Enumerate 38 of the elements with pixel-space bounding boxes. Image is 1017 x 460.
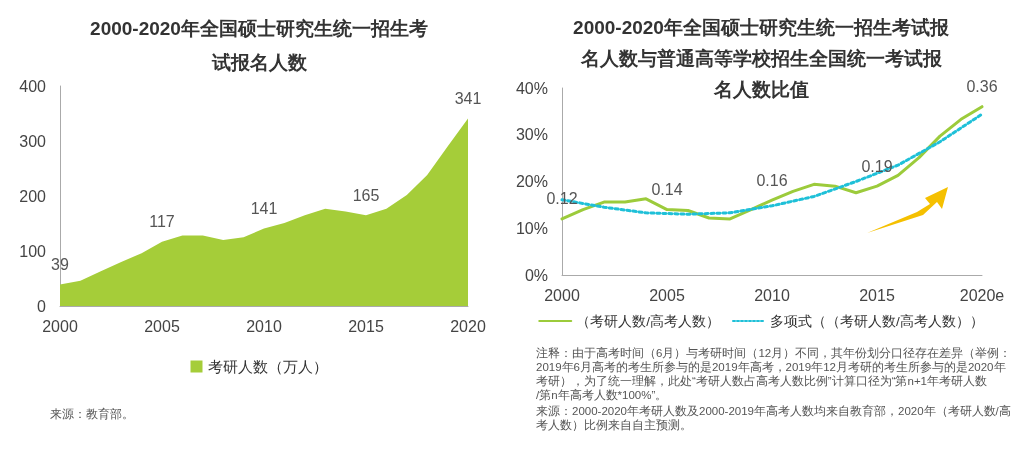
chart-title: 2000-2020年全国硕士研究生统一招生考试报名人数与普通高等学校招生全国统一考试报名人数比值 [572,16,950,102]
y-tick-label: 400 [19,77,47,95]
data-label: 0.16 [756,171,788,189]
legend-label: 多项式（（考研人数/高考人数）） [770,313,984,329]
legend-label: （考研人数/高考人数） [576,313,721,329]
legend-label: 考研人数（万人） [207,358,328,375]
data-label: 117 [149,213,175,231]
y-tick-label: 300 [19,132,47,150]
x-tick-label: 2015 [859,286,895,304]
chart-title: 2000-2020年全国硕士研究生统一招生考试报名人数 [89,17,429,75]
x-tick-label: 2010 [246,317,282,335]
y-tick-label: 0 [37,297,47,315]
data-label: 0.12 [546,190,578,208]
data-label: 0.19 [861,157,893,175]
data-label: 0.36 [966,78,998,96]
y-tick-label: 0% [524,266,548,284]
y-tick-label: 10% [515,219,548,237]
data-label: 141 [250,199,278,217]
data-label: 341 [454,89,482,107]
x-tick-label: 2005 [144,317,180,335]
y-tick-label: 100 [19,242,47,260]
x-tick-label: 2005 [649,286,685,304]
x-tick-label: 2010 [754,286,790,304]
data-label: 0.14 [651,181,683,199]
source-note: 来源：2000-2020年考研人数及2000-2019年高考人数均来自教育部，2020年（考研人数/高考人数）比例来自自主预测。 [536,404,1011,432]
x-tick-label: 2000 [544,286,580,304]
source-note: 来源：教育部。 [50,407,134,421]
data-label: 165 [352,186,380,204]
text: 注释：由于高考时间（6月）与考研时间（12月）不同，其年份划分口径存在差异（举例：2019年6月高考的考生所参与的是2019年高考，2019年12月考研的考生所参与的是2020年考研），为了统一理解，此处“考研人数占高考人数比例”计算口径为“第n+1年考研人数/第n年高考人数*100%”。 [536,346,1012,401]
x-tick-label: 2020e [959,286,1005,304]
y-tick-label: 40% [515,79,548,97]
data-label: 39 [51,256,69,274]
y-tick-label: 30% [515,126,548,144]
y-tick-label: 20% [515,173,548,190]
x-tick-label: 2020 [450,317,486,335]
x-tick-label: 2015 [348,317,384,335]
x-tick-label: 2000 [42,317,78,335]
y-tick-label: 200 [19,187,47,205]
